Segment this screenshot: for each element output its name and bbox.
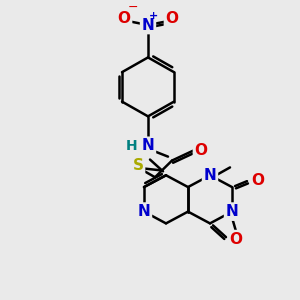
Text: N: N [142, 17, 154, 32]
Text: H: H [126, 139, 138, 153]
Text: N: N [226, 204, 238, 219]
Text: +: + [149, 11, 159, 21]
Text: N: N [138, 204, 150, 219]
Text: O: O [118, 11, 130, 26]
Text: −: − [128, 1, 138, 14]
Text: N: N [142, 138, 154, 153]
Text: O: O [230, 232, 242, 247]
Text: N: N [204, 168, 216, 183]
Text: O: O [251, 173, 265, 188]
Text: O: O [166, 11, 178, 26]
Text: S: S [133, 158, 143, 173]
Text: O: O [194, 143, 208, 158]
